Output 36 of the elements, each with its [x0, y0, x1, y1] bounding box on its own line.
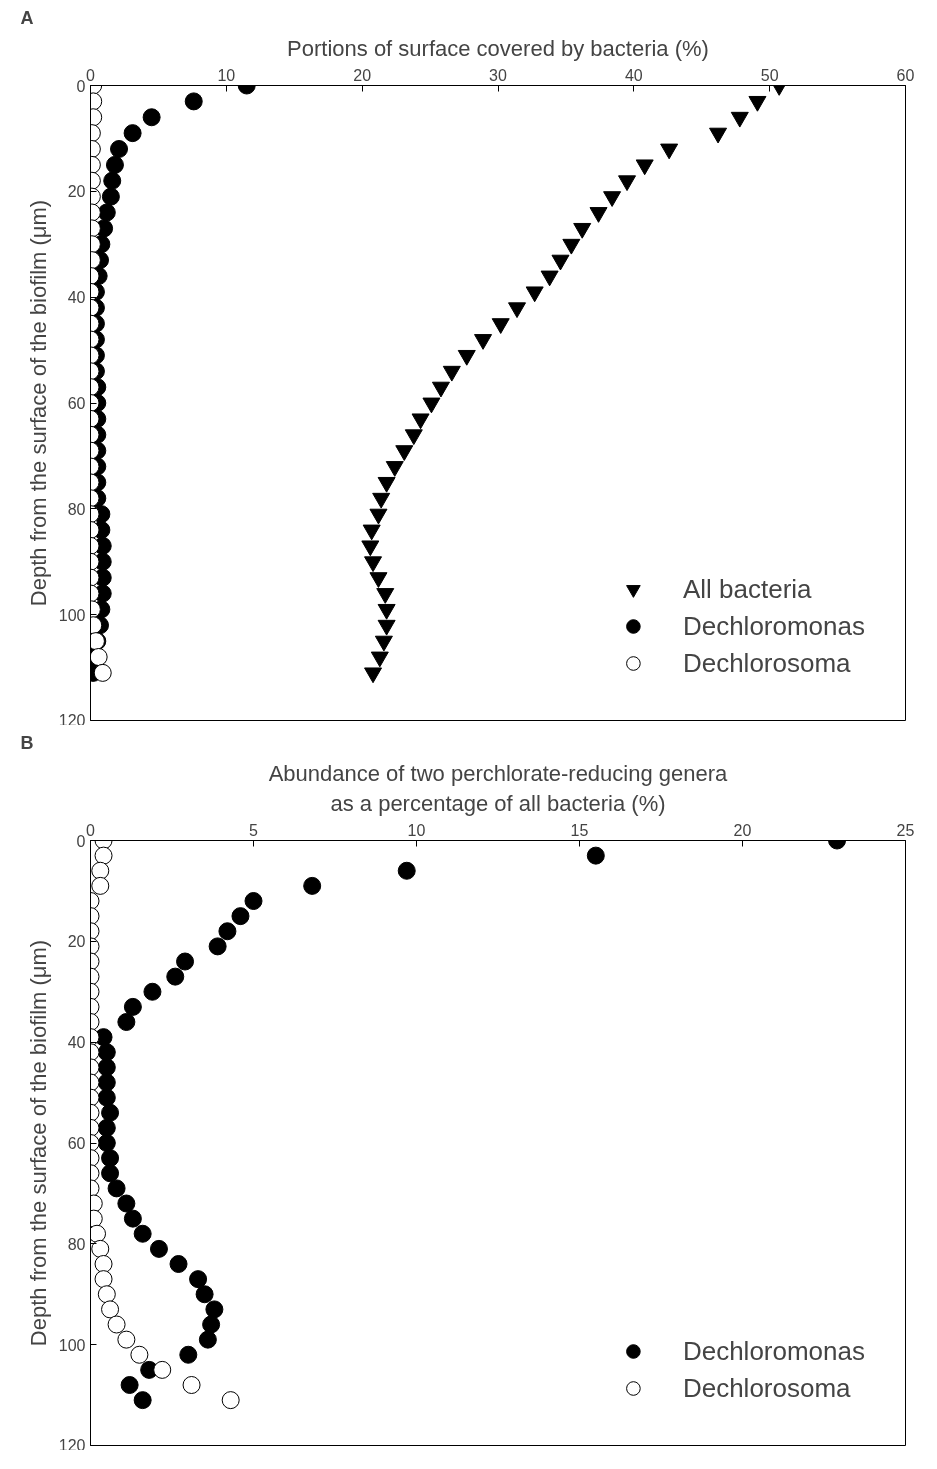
y-axis-title: Depth from the surface of the biofilm (μm) — [25, 939, 51, 1347]
legend-label: Dechloromonas — [682, 610, 865, 642]
legend-label: Dechlorosoma — [682, 1372, 851, 1404]
x-tick-label: 60 — [896, 66, 915, 84]
x-tick-label: 10 — [407, 821, 426, 839]
y-tick-label: 100 — [58, 1336, 86, 1354]
y-tick-label: 40 — [67, 289, 86, 307]
y-tick-label: 0 — [76, 832, 86, 850]
x-tick-label: 30 — [489, 66, 507, 84]
x-tick-label: 25 — [896, 821, 915, 839]
x-tick-label: 40 — [624, 66, 643, 84]
legend-label: Dechlorosoma — [682, 647, 851, 679]
x-tick-label: 15 — [570, 821, 589, 839]
y-tick-label: 100 — [58, 606, 86, 624]
x-tick-label: 5 — [249, 821, 259, 839]
legend-label: All bacteria — [682, 573, 812, 605]
y-tick-label: 120 — [58, 711, 86, 729]
x-tick-label: 20 — [733, 821, 752, 839]
legend-label: Dechloromonas — [682, 1335, 865, 1367]
text: A — [20, 7, 34, 28]
y-tick-label: 60 — [67, 1135, 86, 1152]
y-tick-label: 40 — [67, 1034, 86, 1052]
y-tick-label: 60 — [67, 395, 86, 412]
y-tick-label: 80 — [67, 500, 86, 518]
x-tick-label: 10 — [217, 66, 236, 84]
x-axis-title: Portions of surface covered by bacteria (%) — [287, 35, 709, 61]
x-axis-title: Abundance of two perchlorate-reducing genera as a percentage of all bacteria (%) — [268, 760, 729, 816]
y-axis-title: Depth from the surface of the biofilm (μm) — [25, 199, 51, 607]
y-tick-label: 0 — [76, 77, 86, 95]
x-tick-label: 20 — [353, 66, 372, 84]
text: B — [20, 732, 34, 753]
x-tick-label: 50 — [760, 66, 779, 84]
y-tick-label: 120 — [58, 1436, 86, 1454]
y-tick-label: 80 — [67, 1235, 86, 1253]
y-tick-label: 20 — [67, 183, 86, 201]
y-tick-label: 20 — [67, 933, 86, 951]
